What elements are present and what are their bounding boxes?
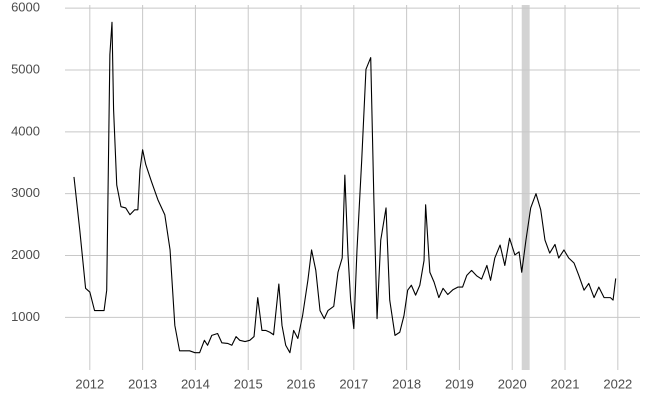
y-tick-label: 6000 — [11, 0, 40, 15]
x-tick-label: 2018 — [392, 376, 421, 391]
shaded-region — [521, 5, 530, 370]
y-tick-label: 4000 — [11, 123, 40, 138]
x-tick-label: 2022 — [603, 376, 632, 391]
y-tick-label: 3000 — [11, 185, 40, 200]
x-tick-label: 2013 — [128, 376, 157, 391]
y-tick-label: 5000 — [11, 61, 40, 76]
x-tick-label: 2015 — [234, 376, 263, 391]
x-tick-label: 2016 — [287, 376, 316, 391]
x-tick-label: 2019 — [445, 376, 474, 391]
x-tick-label: 2012 — [75, 376, 104, 391]
x-tick-label: 2014 — [181, 376, 210, 391]
x-tick-label: 2017 — [339, 376, 368, 391]
x-tick-label: 2021 — [551, 376, 580, 391]
y-tick-label: 1000 — [11, 309, 40, 324]
x-tick-label: 2020 — [498, 376, 527, 391]
y-tick-label: 2000 — [11, 247, 40, 262]
line — [73, 21, 617, 354]
